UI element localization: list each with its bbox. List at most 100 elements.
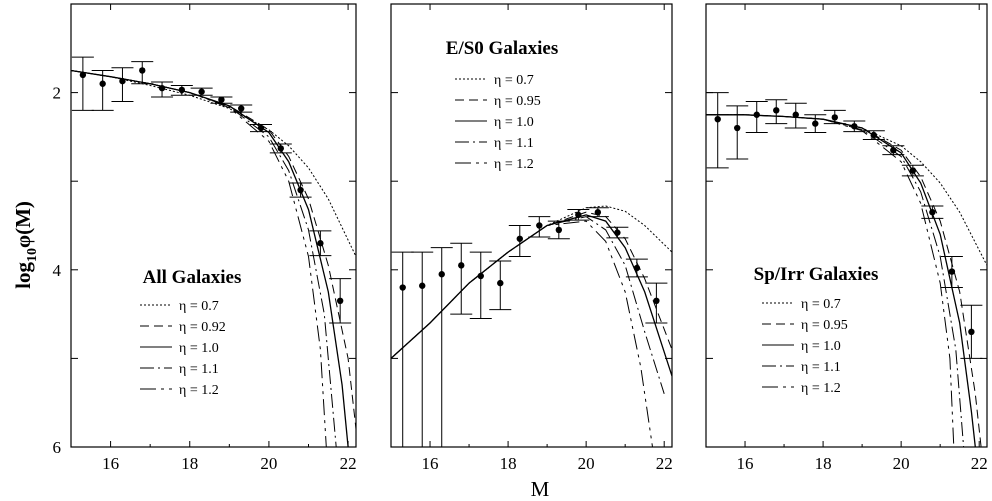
x-axis-title: M — [531, 477, 550, 501]
legend: η = 0.7 η = 0.95 η = 1.0 η = 1.1 η = 1.2 — [455, 73, 541, 172]
x-tick-label: 18 — [815, 454, 832, 473]
x-tick-label: 20 — [578, 454, 595, 473]
data-point — [257, 124, 265, 132]
model-curves — [391, 205, 672, 447]
data-point — [536, 222, 543, 229]
legend-label: η = 1.2 — [179, 383, 219, 398]
x-tick-label: 20 — [260, 454, 277, 473]
x-tick-label: 16 — [102, 454, 119, 473]
data-point — [909, 167, 917, 174]
data-point — [831, 114, 838, 121]
legend-label: η = 0.7 — [801, 297, 841, 312]
model-curve-eta-1.2 — [706, 114, 955, 447]
data-point — [277, 145, 284, 152]
x-tick-label: 22 — [340, 454, 357, 473]
data-point — [773, 107, 780, 114]
x-tick-label: 18 — [500, 454, 517, 473]
panel-frame — [705, 3, 988, 448]
x-tick-label: 20 — [893, 454, 910, 473]
data-point — [438, 271, 445, 278]
data-point — [419, 282, 426, 289]
data-point — [218, 96, 225, 103]
data-point — [653, 297, 660, 305]
y-tick-label: 4 — [53, 261, 62, 280]
legend-label: η = 1.1 — [801, 360, 841, 375]
legend-label: η = 1.0 — [801, 339, 841, 354]
data-point — [614, 229, 621, 236]
data-points — [71, 56, 352, 324]
legend-label: η = 1.1 — [179, 362, 219, 377]
x-tick-label: 16 — [422, 454, 439, 473]
data-point — [890, 146, 897, 154]
legend: η = 0.7 η = 0.95 η = 1.0 η = 1.1 η = 1.2 — [762, 297, 848, 396]
data-point — [158, 84, 166, 92]
data-point — [633, 264, 641, 272]
data-points — [706, 92, 983, 359]
x-tick-label: 16 — [737, 454, 754, 473]
data-point — [497, 279, 504, 287]
legend-label: η = 1.0 — [179, 341, 219, 356]
data-point — [178, 86, 186, 94]
model-curve-eta-0.7 — [391, 205, 672, 359]
legend-label: η = 0.95 — [801, 318, 848, 333]
model-curve-eta-0.95 — [391, 211, 672, 359]
data-point — [336, 297, 344, 305]
model-curves — [706, 114, 987, 447]
data-point — [399, 284, 406, 291]
legend-label: η = 1.1 — [494, 136, 534, 151]
data-point — [929, 209, 936, 216]
data-point — [317, 240, 324, 247]
x-tick-label: 22 — [656, 454, 673, 473]
model-curve-eta-1.2 — [391, 220, 653, 447]
model-curve-eta-1.1 — [391, 216, 665, 394]
data-point — [119, 77, 126, 85]
model-curve-eta-1 — [391, 214, 672, 377]
panel-title: All Galaxies — [143, 267, 242, 288]
x-tick-label: 22 — [971, 454, 988, 473]
data-point — [79, 71, 87, 79]
data-point — [477, 272, 484, 280]
legend: η = 0.7 η = 0.92 η = 1.0 η = 1.1 η = 1.2 — [140, 299, 226, 398]
data-point — [948, 268, 956, 275]
data-point — [555, 226, 563, 234]
data-point — [812, 120, 819, 127]
data-point — [238, 105, 245, 112]
y-tick-label: 6 — [53, 438, 62, 457]
data-point — [458, 262, 465, 269]
legend-label: η = 1.0 — [494, 115, 534, 130]
data-point — [753, 111, 760, 118]
model-curve-eta-0.7 — [706, 114, 987, 266]
legend-label: η = 0.7 — [494, 73, 534, 88]
data-point — [198, 88, 205, 95]
data-point — [851, 123, 858, 130]
data-points — [391, 207, 668, 447]
panel-title: Sp/Irr Galaxies — [754, 264, 879, 285]
data-point — [297, 186, 304, 194]
data-point — [968, 328, 975, 336]
model-curve-eta-0.95 — [706, 114, 982, 447]
legend-label: η = 1.2 — [494, 157, 534, 172]
data-point — [575, 211, 582, 219]
data-point — [99, 80, 106, 87]
panel-frame — [390, 3, 673, 448]
data-point — [792, 111, 799, 118]
data-point — [516, 235, 523, 242]
legend-label: η = 0.92 — [179, 320, 226, 335]
data-point — [594, 209, 602, 216]
model-curve-eta-1 — [706, 114, 976, 447]
y-tick-label: 2 — [53, 84, 62, 103]
legend-label: η = 1.2 — [801, 381, 841, 396]
data-point — [870, 131, 878, 139]
y-axis-title: log10φ(M) — [11, 201, 40, 289]
legend-label: η = 0.95 — [494, 94, 541, 109]
model-curve-eta-1.2 — [71, 70, 327, 447]
x-tick-label: 18 — [181, 454, 198, 473]
legend-label: η = 0.7 — [179, 299, 219, 314]
panel-frame — [70, 3, 357, 448]
data-point — [734, 124, 741, 132]
data-point — [139, 67, 146, 74]
